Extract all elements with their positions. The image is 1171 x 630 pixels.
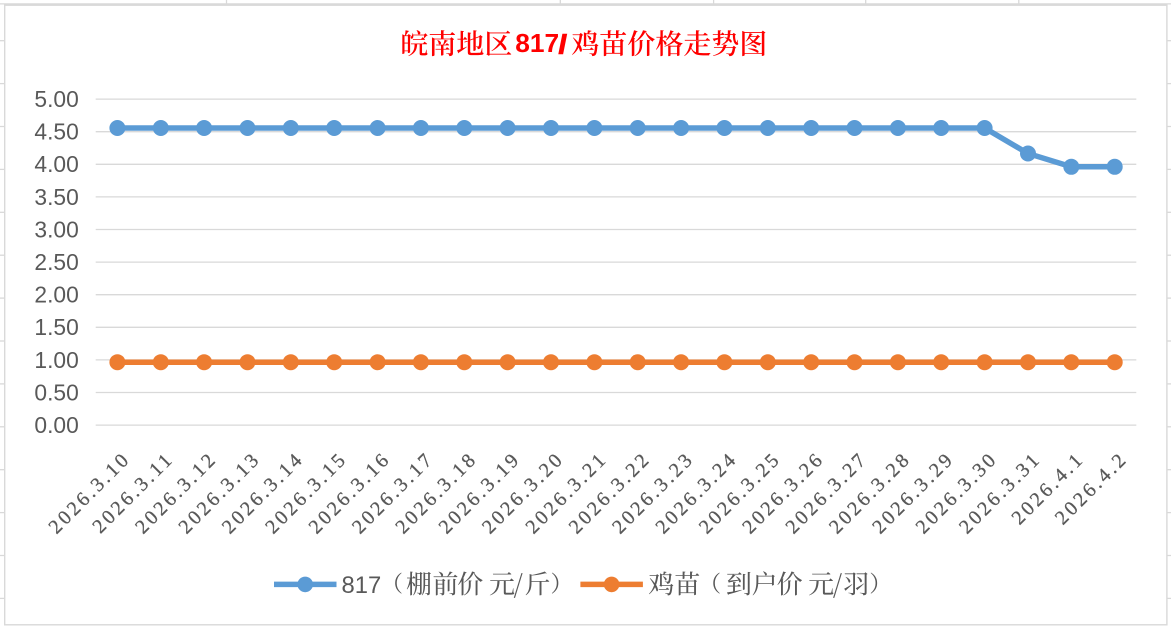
svg-text:0.00: 0.00 bbox=[34, 412, 78, 438]
svg-text:3.50: 3.50 bbox=[34, 184, 78, 210]
svg-text:1.50: 1.50 bbox=[34, 314, 78, 340]
svg-text:3.00: 3.00 bbox=[34, 216, 78, 242]
svg-text:0.50: 0.50 bbox=[34, 379, 78, 405]
svg-text:2.00: 2.00 bbox=[34, 282, 78, 308]
svg-text:4.50: 4.50 bbox=[34, 119, 78, 145]
svg-text:1.00: 1.00 bbox=[34, 347, 78, 373]
svg-text:4.00: 4.00 bbox=[34, 151, 78, 177]
svg-text:817: 817 bbox=[515, 28, 559, 58]
svg-text:2.50: 2.50 bbox=[34, 249, 78, 275]
svg-text:817: 817 bbox=[342, 572, 382, 599]
svg-text:5.00: 5.00 bbox=[34, 86, 78, 112]
